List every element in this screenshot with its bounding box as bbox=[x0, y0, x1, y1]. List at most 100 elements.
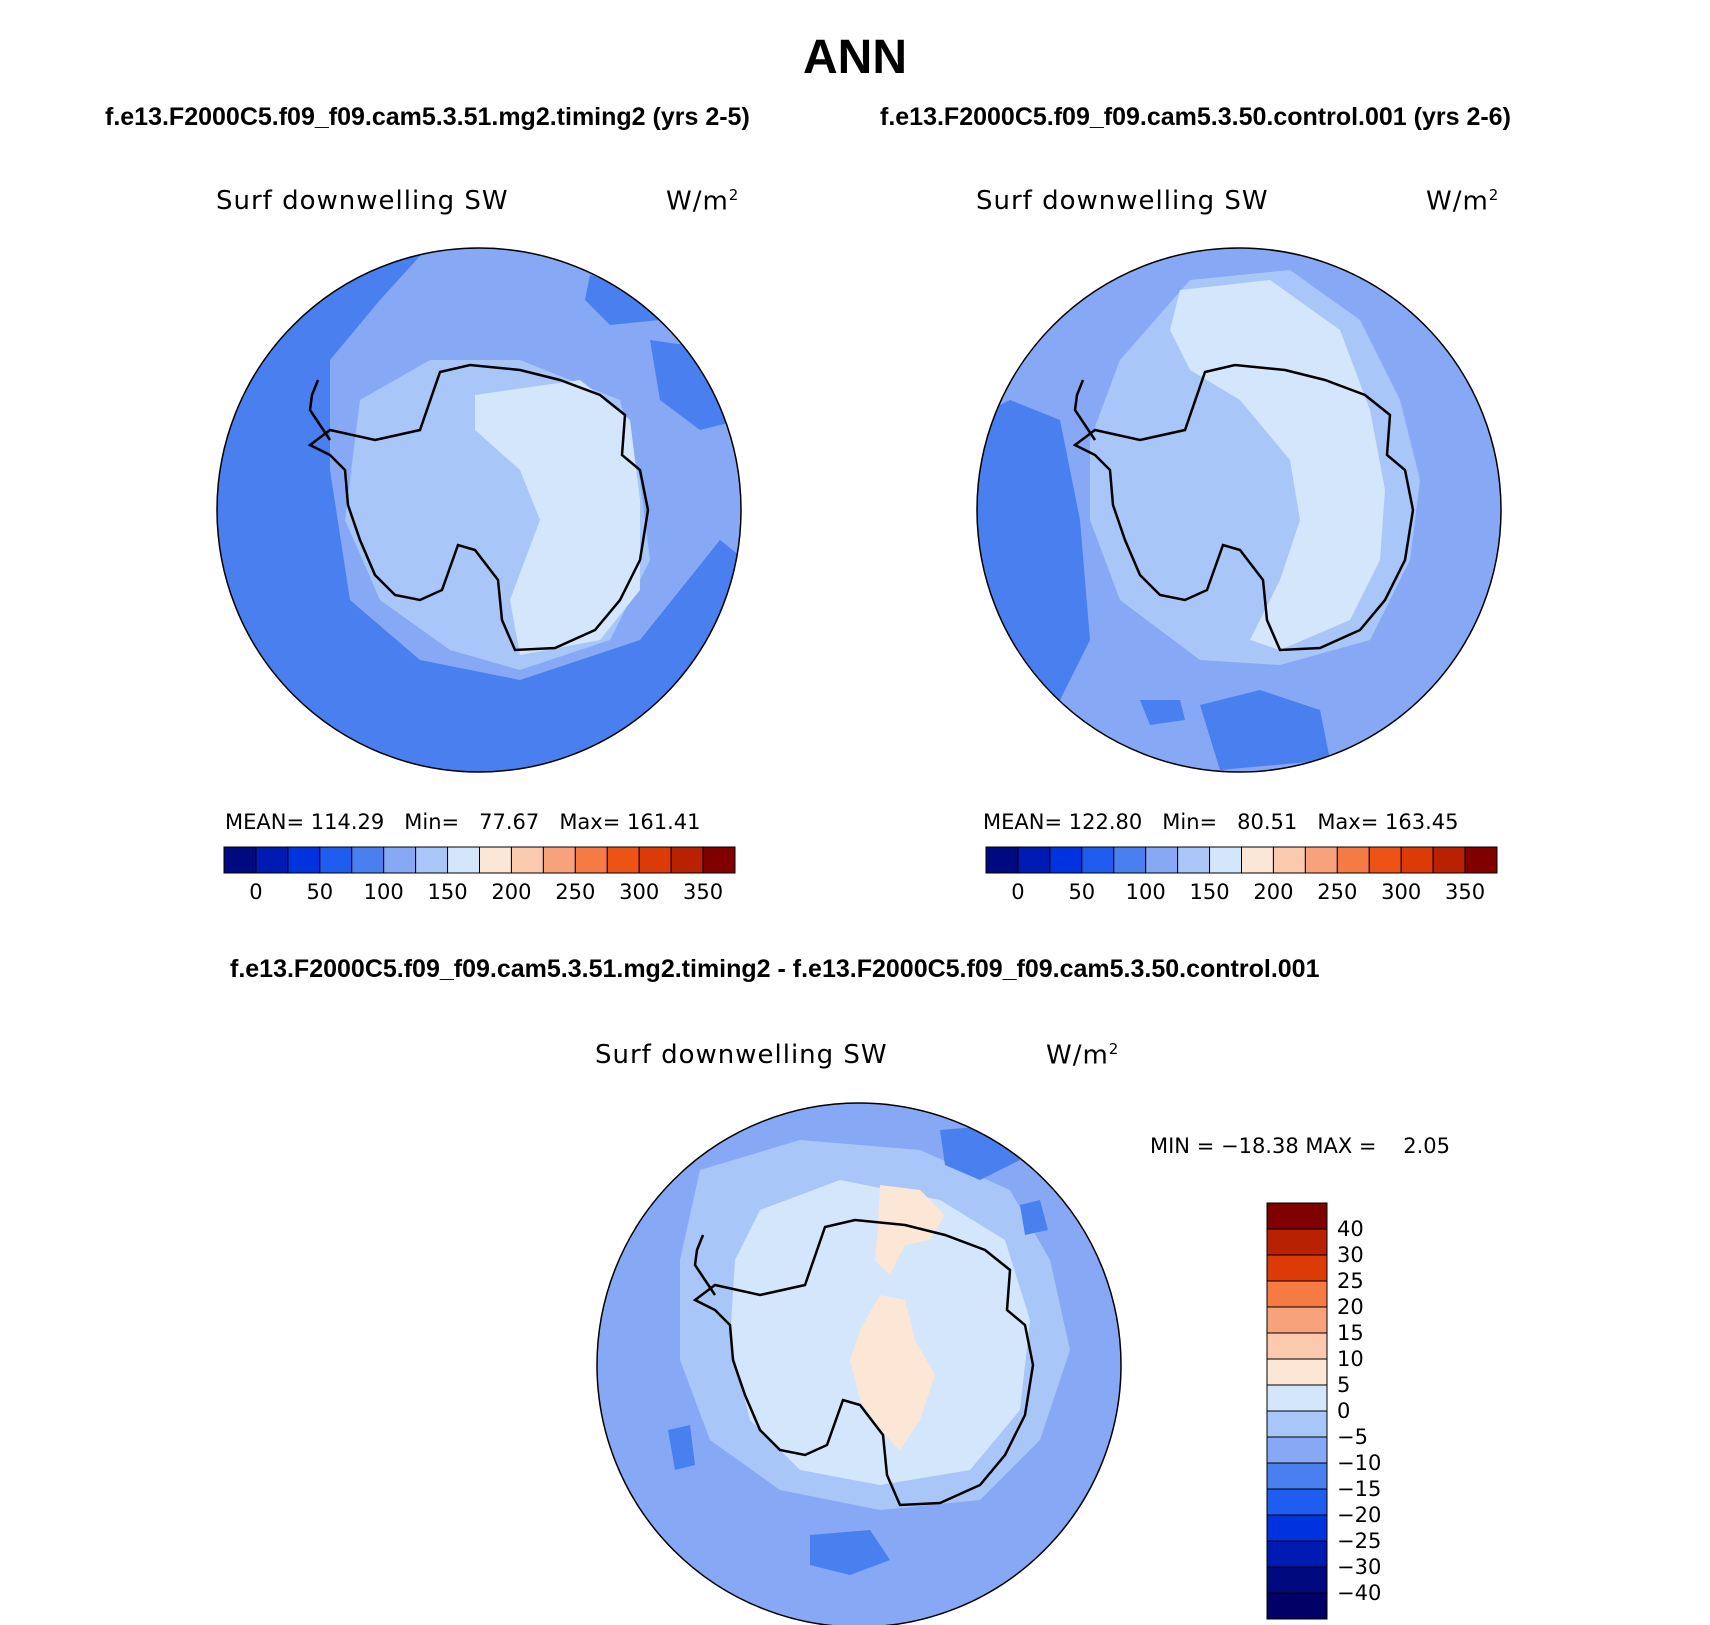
colorbar-tick-label: 100 bbox=[1126, 880, 1166, 904]
map-c-peninsula bbox=[693, 1234, 717, 1296]
diff-stats: MIN = −18.38 MAX = 2.05 bbox=[1150, 1134, 1451, 1158]
colorbar-swatch bbox=[1081, 846, 1115, 874]
colorbar-swatch bbox=[1266, 1462, 1328, 1490]
colorbar-swatch bbox=[223, 846, 257, 874]
colorbar-tick-label: 0 bbox=[1337, 1399, 1350, 1423]
colorbar-tick-label: 0 bbox=[249, 880, 262, 904]
colorbar-swatch bbox=[1266, 1358, 1328, 1386]
colorbar-swatch bbox=[1266, 1332, 1328, 1360]
map-b-coastline bbox=[1072, 363, 1415, 652]
colorbar-swatch bbox=[1113, 846, 1147, 874]
colorbar-case-a: 0 50 100 150 200 250 300 350 bbox=[223, 846, 736, 904]
map-difference bbox=[597, 1103, 1121, 1625]
colorbar-swatch bbox=[1177, 846, 1211, 874]
colorbar-swatch bbox=[1266, 1306, 1328, 1334]
colorbar-swatch bbox=[574, 846, 608, 874]
case-a-subtitle: f.e13.F2000C5.f09_f09.cam5.3.51.mg2.timi… bbox=[105, 103, 750, 131]
colorbar-swatch bbox=[1266, 1228, 1328, 1256]
map-case-b bbox=[977, 248, 1501, 772]
diff-variable-label: Surf downwelling SW bbox=[595, 1040, 888, 1070]
colorbar-tick-label: 250 bbox=[555, 880, 595, 904]
colorbar-swatch bbox=[383, 846, 417, 874]
colorbar-swatch bbox=[638, 846, 672, 874]
map-b-peninsula bbox=[1073, 379, 1097, 441]
colorbar-swatch bbox=[606, 846, 640, 874]
colorbar-swatch bbox=[1304, 846, 1338, 874]
colorbar-swatch bbox=[702, 846, 736, 874]
colorbar-tick-label: 250 bbox=[1317, 880, 1357, 904]
colorbar-swatch bbox=[1266, 1488, 1328, 1516]
case-a-units-label: W/m2 bbox=[666, 186, 740, 217]
colorbar-swatch bbox=[1432, 846, 1466, 874]
case-a-variable-label: Surf downwelling SW bbox=[216, 186, 509, 216]
page-title: ANN bbox=[803, 31, 907, 84]
colorbar-tick-label: −15 bbox=[1337, 1477, 1381, 1501]
colorbar-tick-label: 350 bbox=[1445, 880, 1485, 904]
colorbar-swatch bbox=[1266, 1254, 1328, 1282]
colorbar-tick-label: 20 bbox=[1337, 1295, 1364, 1319]
colorbar-tick-label: −25 bbox=[1337, 1529, 1381, 1553]
colorbar-tick-label: 150 bbox=[1190, 880, 1230, 904]
case-a-stats: MEAN= 114.29 Min= 77.67 Max= 161.41 bbox=[225, 810, 701, 834]
colorbar-tick-label: 10 bbox=[1337, 1347, 1364, 1371]
case-b-subtitle: f.e13.F2000C5.f09_f09.cam5.3.50.control.… bbox=[880, 103, 1511, 131]
map-a-ice-interior bbox=[475, 380, 640, 655]
colorbar-swatch bbox=[1272, 846, 1306, 874]
colorbar-tick-label: 0 bbox=[1011, 880, 1024, 904]
colorbar-tick-label: 350 bbox=[683, 880, 723, 904]
map-c-coastline bbox=[692, 1218, 1035, 1507]
map-a-coastline bbox=[307, 363, 650, 652]
colorbar-tick-label: 30 bbox=[1337, 1243, 1364, 1267]
colorbar-swatch bbox=[985, 846, 1019, 874]
colorbar-tick-label: 300 bbox=[1381, 880, 1421, 904]
colorbar-swatch bbox=[1266, 1540, 1328, 1568]
colorbar-swatch bbox=[447, 846, 480, 874]
colorbar-swatch bbox=[415, 846, 449, 874]
colorbar-swatch bbox=[479, 846, 512, 874]
colorbar-tick-label: −30 bbox=[1337, 1555, 1381, 1579]
map-c-warm-center bbox=[850, 1295, 935, 1450]
colorbar-swatch bbox=[670, 846, 704, 874]
map-b-ocean-dark-sw bbox=[1140, 700, 1185, 725]
colorbar-tick-label: 5 bbox=[1337, 1373, 1350, 1397]
colorbar-tick-label: 15 bbox=[1337, 1321, 1364, 1345]
colorbar-swatch bbox=[1336, 846, 1370, 874]
colorbar-tick-label: 50 bbox=[1068, 880, 1095, 904]
diff-subtitle: f.e13.F2000C5.f09_f09.cam5.3.51.mg2.timi… bbox=[230, 955, 1320, 983]
colorbar-tick-label: −5 bbox=[1337, 1425, 1368, 1449]
colorbar-swatch bbox=[1266, 1436, 1328, 1464]
map-c-border bbox=[596, 1102, 1122, 1625]
colorbar-swatch bbox=[1017, 846, 1051, 874]
colorbar-swatch bbox=[1266, 1592, 1328, 1620]
colorbar-swatch bbox=[510, 846, 544, 874]
colorbar-tick-label: 200 bbox=[1253, 880, 1293, 904]
colorbar-swatch bbox=[1266, 1566, 1328, 1594]
colorbar-tick-label: 100 bbox=[364, 880, 404, 904]
case-b-units-label: W/m2 bbox=[1426, 186, 1500, 217]
colorbar-swatch bbox=[1368, 846, 1402, 874]
map-c-ocean-dark-e bbox=[1020, 1200, 1048, 1235]
colorbar-swatch bbox=[1266, 1410, 1328, 1438]
colorbar-tick-label: −10 bbox=[1337, 1451, 1381, 1475]
colorbar-swatch bbox=[351, 846, 385, 874]
colorbar-tick-label: 300 bbox=[619, 880, 659, 904]
colorbar-swatch bbox=[1266, 1202, 1328, 1230]
colorbar-swatch bbox=[287, 846, 321, 874]
map-a-border bbox=[216, 247, 742, 773]
colorbar-swatch bbox=[542, 846, 576, 874]
map-b-ice-inner bbox=[1170, 280, 1385, 650]
colorbar-tick-label: 150 bbox=[428, 880, 468, 904]
colorbar-swatch bbox=[1049, 846, 1083, 874]
map-c-ocean-dark-s bbox=[810, 1530, 890, 1575]
colorbar-tick-label: −20 bbox=[1337, 1503, 1381, 1527]
colorbar-tick-label: 25 bbox=[1337, 1269, 1364, 1293]
map-a-peninsula bbox=[308, 379, 332, 441]
colorbar-swatch bbox=[1464, 846, 1498, 874]
map-a-ocean-dark-ne bbox=[585, 275, 660, 325]
colorbar-swatch bbox=[1145, 846, 1179, 874]
map-a-ocean-dark-band bbox=[217, 248, 741, 772]
colorbar-swatch bbox=[1241, 846, 1274, 874]
colorbar-tick-label: 200 bbox=[491, 880, 531, 904]
map-c-ocean-dark-w bbox=[668, 1425, 695, 1470]
